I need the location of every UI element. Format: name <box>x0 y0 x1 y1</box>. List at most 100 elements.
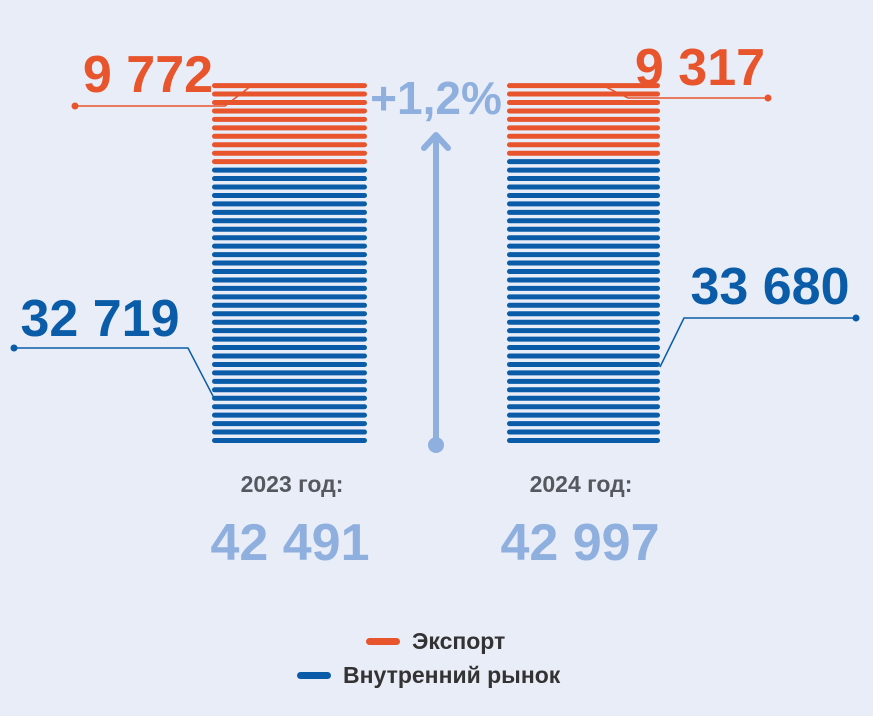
bar-stripe-domestic-0-1 <box>212 429 367 435</box>
bar-stripe-domestic-0-14 <box>212 319 367 325</box>
bar-stripe-domestic-1-11 <box>507 345 660 351</box>
bar-stripe-domestic-1-5 <box>507 395 660 401</box>
bar-stripe-export-0-42 <box>212 83 367 89</box>
legend-label-export: Экспорт <box>412 627 506 654</box>
export-leader-2024 <box>601 84 768 99</box>
bar-stripe-domestic-0-13 <box>212 328 367 334</box>
bar-stripe-export-1-34 <box>507 150 660 156</box>
bar-stripe-domestic-0-27 <box>212 209 367 215</box>
bar-stripe-domestic-0-21 <box>212 260 367 266</box>
bar-stripe-domestic-0-26 <box>212 218 367 224</box>
bar-stripe-export-1-36 <box>507 133 660 139</box>
bar-stripe-domestic-0-30 <box>212 184 367 190</box>
bar-stripe-domestic-1-33 <box>507 159 660 165</box>
bar-stripe-export-0-38 <box>212 116 367 122</box>
bar-stripe-domestic-0-25 <box>212 226 367 232</box>
bar-stripe-domestic-0-28 <box>212 201 367 207</box>
bar-stripe-domestic-0-0 <box>212 438 367 443</box>
export-leader-2023-dot <box>71 102 79 110</box>
bar-stripe-domestic-1-25 <box>507 226 660 232</box>
bar-stripe-domestic-1-8 <box>507 370 660 376</box>
bar-stripe-domestic-1-29 <box>507 192 660 198</box>
callouts-layer: 9 772 9 317 32 719 33 680 <box>10 39 860 399</box>
bar-stripe-export-0-33 <box>212 159 367 165</box>
bar-stripe-domestic-1-28 <box>507 201 660 207</box>
bar-stripe-domestic-1-26 <box>507 218 660 224</box>
bar-stripe-domestic-0-22 <box>212 252 367 258</box>
bar-stripe-export-0-35 <box>212 142 367 148</box>
domestic-leader-2024 <box>659 317 856 368</box>
bar-stripe-domestic-1-10 <box>507 353 660 359</box>
bar-stripe-domestic-1-17 <box>507 294 660 300</box>
bar-stripe-domestic-0-17 <box>212 294 367 300</box>
bar-stripe-domestic-0-10 <box>212 353 367 359</box>
bar-stripe-export-0-37 <box>212 125 367 131</box>
domestic-leader-2023 <box>14 347 215 399</box>
domestic-leader-2023-dot <box>10 344 18 352</box>
bar-stripe-domestic-1-14 <box>507 319 660 325</box>
growth-label: +1,2% <box>370 72 502 124</box>
legend-item-export: Экспорт <box>366 624 505 658</box>
bar-stripe-domestic-0-11 <box>212 345 367 351</box>
bar-stripe-export-1-39 <box>507 108 660 114</box>
export-leader-2024-dot <box>764 94 772 102</box>
export-label-2023: 9 772 <box>83 46 213 104</box>
bar-stripe-domestic-1-0 <box>507 438 660 443</box>
bar-stripe-domestic-1-27 <box>507 209 660 215</box>
total-2023: 42 491 <box>210 514 369 572</box>
bar-stripe-domestic-0-5 <box>212 395 367 401</box>
bar-stripe-export-1-35 <box>507 142 660 148</box>
export-leader-2023 <box>75 84 253 107</box>
bar-stripe-domestic-0-15 <box>212 311 367 317</box>
bar-stripe-domestic-1-24 <box>507 235 660 241</box>
bar-stripe-export-1-42 <box>507 83 660 89</box>
domestic-label-2023: 32 719 <box>20 290 179 348</box>
domestic-leader-2024-dot <box>852 314 860 322</box>
bar-stripe-export-1-40 <box>507 100 660 105</box>
bar-stripe-domestic-1-1 <box>507 429 660 435</box>
bar-stripe-domestic-0-19 <box>212 277 367 283</box>
bar-stripe-domestic-1-7 <box>507 378 660 384</box>
bar-stripe-domestic-1-22 <box>507 252 660 258</box>
growth-arrow-head <box>421 132 451 151</box>
total-2024: 42 997 <box>500 514 659 572</box>
bar-stripe-domestic-1-15 <box>507 311 660 317</box>
bar-stripe-domestic-1-9 <box>507 361 660 367</box>
bar-stripe-domestic-1-6 <box>507 387 660 393</box>
legend-label-domestic: Внутренний рынок <box>343 661 561 688</box>
export-label-2024: 9 317 <box>635 39 765 97</box>
bar-stripe-domestic-1-12 <box>507 336 660 342</box>
bar-stripe-export-0-39 <box>212 108 367 114</box>
bar-stripe-export-0-34 <box>212 150 367 156</box>
bar-stripe-export-0-41 <box>212 91 367 97</box>
bar-stripe-domestic-0-24 <box>212 235 367 241</box>
bar-stripe-domestic-1-21 <box>507 260 660 266</box>
bar-stripe-domestic-1-20 <box>507 269 660 274</box>
bar-stripe-domestic-1-13 <box>507 328 660 334</box>
bar-stripe-domestic-0-20 <box>212 269 367 274</box>
legend-item-domestic: Внутренний рынок <box>297 658 560 692</box>
bar-stripe-export-1-38 <box>507 116 660 122</box>
bar-stripe-domestic-0-8 <box>212 370 367 376</box>
bar-stripe-domestic-0-31 <box>212 176 367 182</box>
bar-stripe-export-0-40 <box>212 100 367 105</box>
bar-stripe-domestic-0-2 <box>212 421 367 427</box>
bar-stripe-domestic-1-31 <box>507 176 660 182</box>
bar-stripe-domestic-1-2 <box>507 421 660 427</box>
bars-layer <box>212 83 660 443</box>
growth-arrow-base-dot <box>428 437 444 453</box>
bar-stripe-domestic-0-3 <box>212 412 367 418</box>
bar-stripe-domestic-0-23 <box>212 243 367 249</box>
growth-arrow <box>421 132 451 453</box>
legend-swatch-export <box>366 637 400 645</box>
bar-stripe-domestic-1-30 <box>507 184 660 190</box>
bar-stripe-domestic-1-4 <box>507 404 660 410</box>
bar-stripe-domestic-0-9 <box>212 361 367 367</box>
bar-stripe-export-1-37 <box>507 125 660 131</box>
legend-swatch-domestic <box>297 671 331 679</box>
bar-stripe-domestic-1-23 <box>507 243 660 249</box>
year-label-2023: 2023 год: <box>241 471 344 497</box>
bar-stripe-domestic-0-7 <box>212 378 367 384</box>
bar-stripe-domestic-0-18 <box>212 285 367 291</box>
